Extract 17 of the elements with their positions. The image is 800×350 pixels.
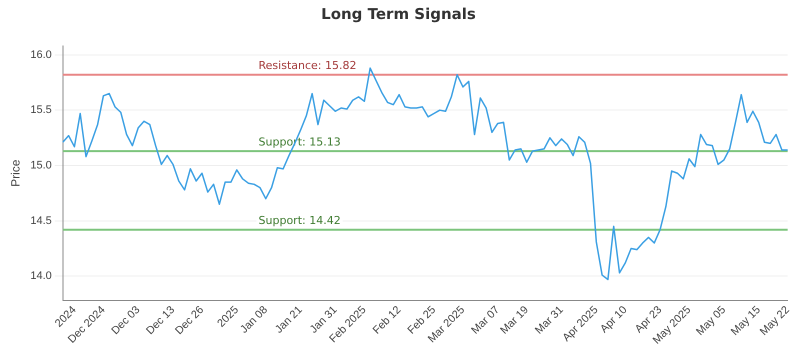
y-tick-label: 16.0	[30, 48, 52, 61]
y-tick-label: 14.0	[30, 270, 52, 282]
y-tick-label: 15.5	[30, 104, 52, 116]
ref-line-label: Support: 14.42	[258, 214, 341, 228]
y-axis-title: Price	[8, 159, 23, 187]
x-tick-label: Dec 03	[109, 304, 142, 338]
x-tick-label: Apr 10	[598, 304, 630, 336]
x-tick-label: Feb 12	[370, 304, 404, 337]
x-tick-label: Dec 26	[173, 304, 206, 338]
x-tick-label: Jan 08	[238, 304, 270, 336]
x-tick-label: Jan 21	[272, 304, 305, 336]
x-tick-label: May 05	[694, 304, 728, 338]
x-tick-label: Mar 19	[498, 304, 531, 337]
y-tick-label: 14.5	[30, 214, 52, 227]
chart-title: Long Term Signals	[321, 4, 476, 23]
ref-line-label: Resistance: 15.82	[258, 59, 356, 72]
y-tick-label: 15.0	[30, 160, 52, 172]
